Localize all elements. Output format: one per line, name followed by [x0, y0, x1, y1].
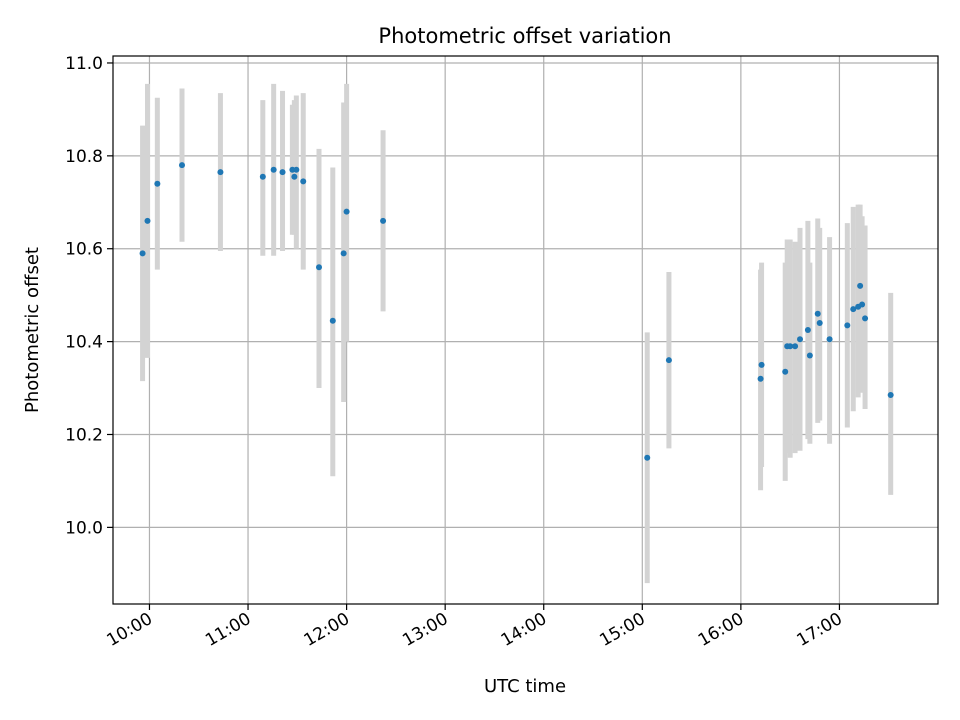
data-point — [806, 352, 813, 359]
x-tick-label: 10:00 — [104, 609, 156, 651]
data-point — [293, 166, 300, 173]
data-point — [340, 250, 347, 257]
data-point — [758, 361, 765, 368]
data-point — [792, 343, 799, 350]
errorbar-layer — [140, 83, 894, 584]
data-point — [343, 208, 350, 215]
y-tick-label: 10.8 — [65, 147, 103, 167]
data-point — [270, 166, 277, 173]
data-point — [887, 392, 894, 399]
data-point — [178, 162, 185, 169]
x-tick-label: 14:00 — [498, 609, 550, 651]
data-point — [787, 343, 794, 350]
data-point — [259, 173, 266, 180]
x-tick-label: 12:00 — [301, 609, 353, 651]
data-point — [826, 336, 833, 343]
data-point — [850, 306, 857, 313]
y-tick-label: 10.6 — [65, 240, 103, 260]
data-point — [814, 310, 821, 317]
x-axis-title: UTC time — [484, 676, 566, 697]
data-point — [316, 264, 323, 271]
data-point — [757, 375, 764, 382]
data-point — [279, 169, 286, 176]
data-point — [857, 282, 864, 289]
data-point — [862, 315, 869, 322]
data-point — [844, 322, 851, 329]
x-tick-label: 13:00 — [399, 609, 451, 651]
y-tick-label: 10.4 — [65, 333, 103, 353]
plot-frame — [112, 55, 939, 605]
x-tick-label: 17:00 — [793, 609, 845, 651]
y-tick-label: 10.0 — [65, 518, 103, 538]
y-tick-label: 10.2 — [65, 425, 103, 445]
x-axis-ticks: 10:00 11:00 12:00 13:00 14:00 15:00 16:00 17:00 — [104, 604, 846, 651]
data-point — [782, 368, 789, 375]
y-tick-label: 11.0 — [65, 54, 103, 74]
data-point — [380, 217, 387, 224]
data-point — [139, 250, 146, 257]
x-tick-label: 15:00 — [596, 609, 648, 651]
data-point-layer — [139, 162, 894, 461]
data-point — [300, 178, 307, 185]
data-point — [329, 317, 336, 324]
data-point — [797, 336, 804, 343]
data-point — [804, 327, 811, 333]
data-point — [154, 180, 161, 187]
grid-layer — [113, 56, 938, 604]
data-point — [144, 217, 151, 224]
data-point — [859, 301, 866, 308]
data-point — [217, 169, 224, 176]
data-point — [291, 173, 298, 180]
chart-title: Photometric offset variation — [378, 24, 671, 48]
x-tick-label: 16:00 — [695, 609, 747, 651]
data-point — [816, 320, 823, 327]
y-axis-title: Photometric offset — [22, 247, 43, 413]
x-tick-label: 11:00 — [202, 609, 254, 651]
data-point — [665, 357, 672, 364]
data-point — [644, 454, 651, 461]
y-axis-ticks: 10.0 10.2 10.4 10.6 10.8 11.0 — [65, 54, 113, 538]
